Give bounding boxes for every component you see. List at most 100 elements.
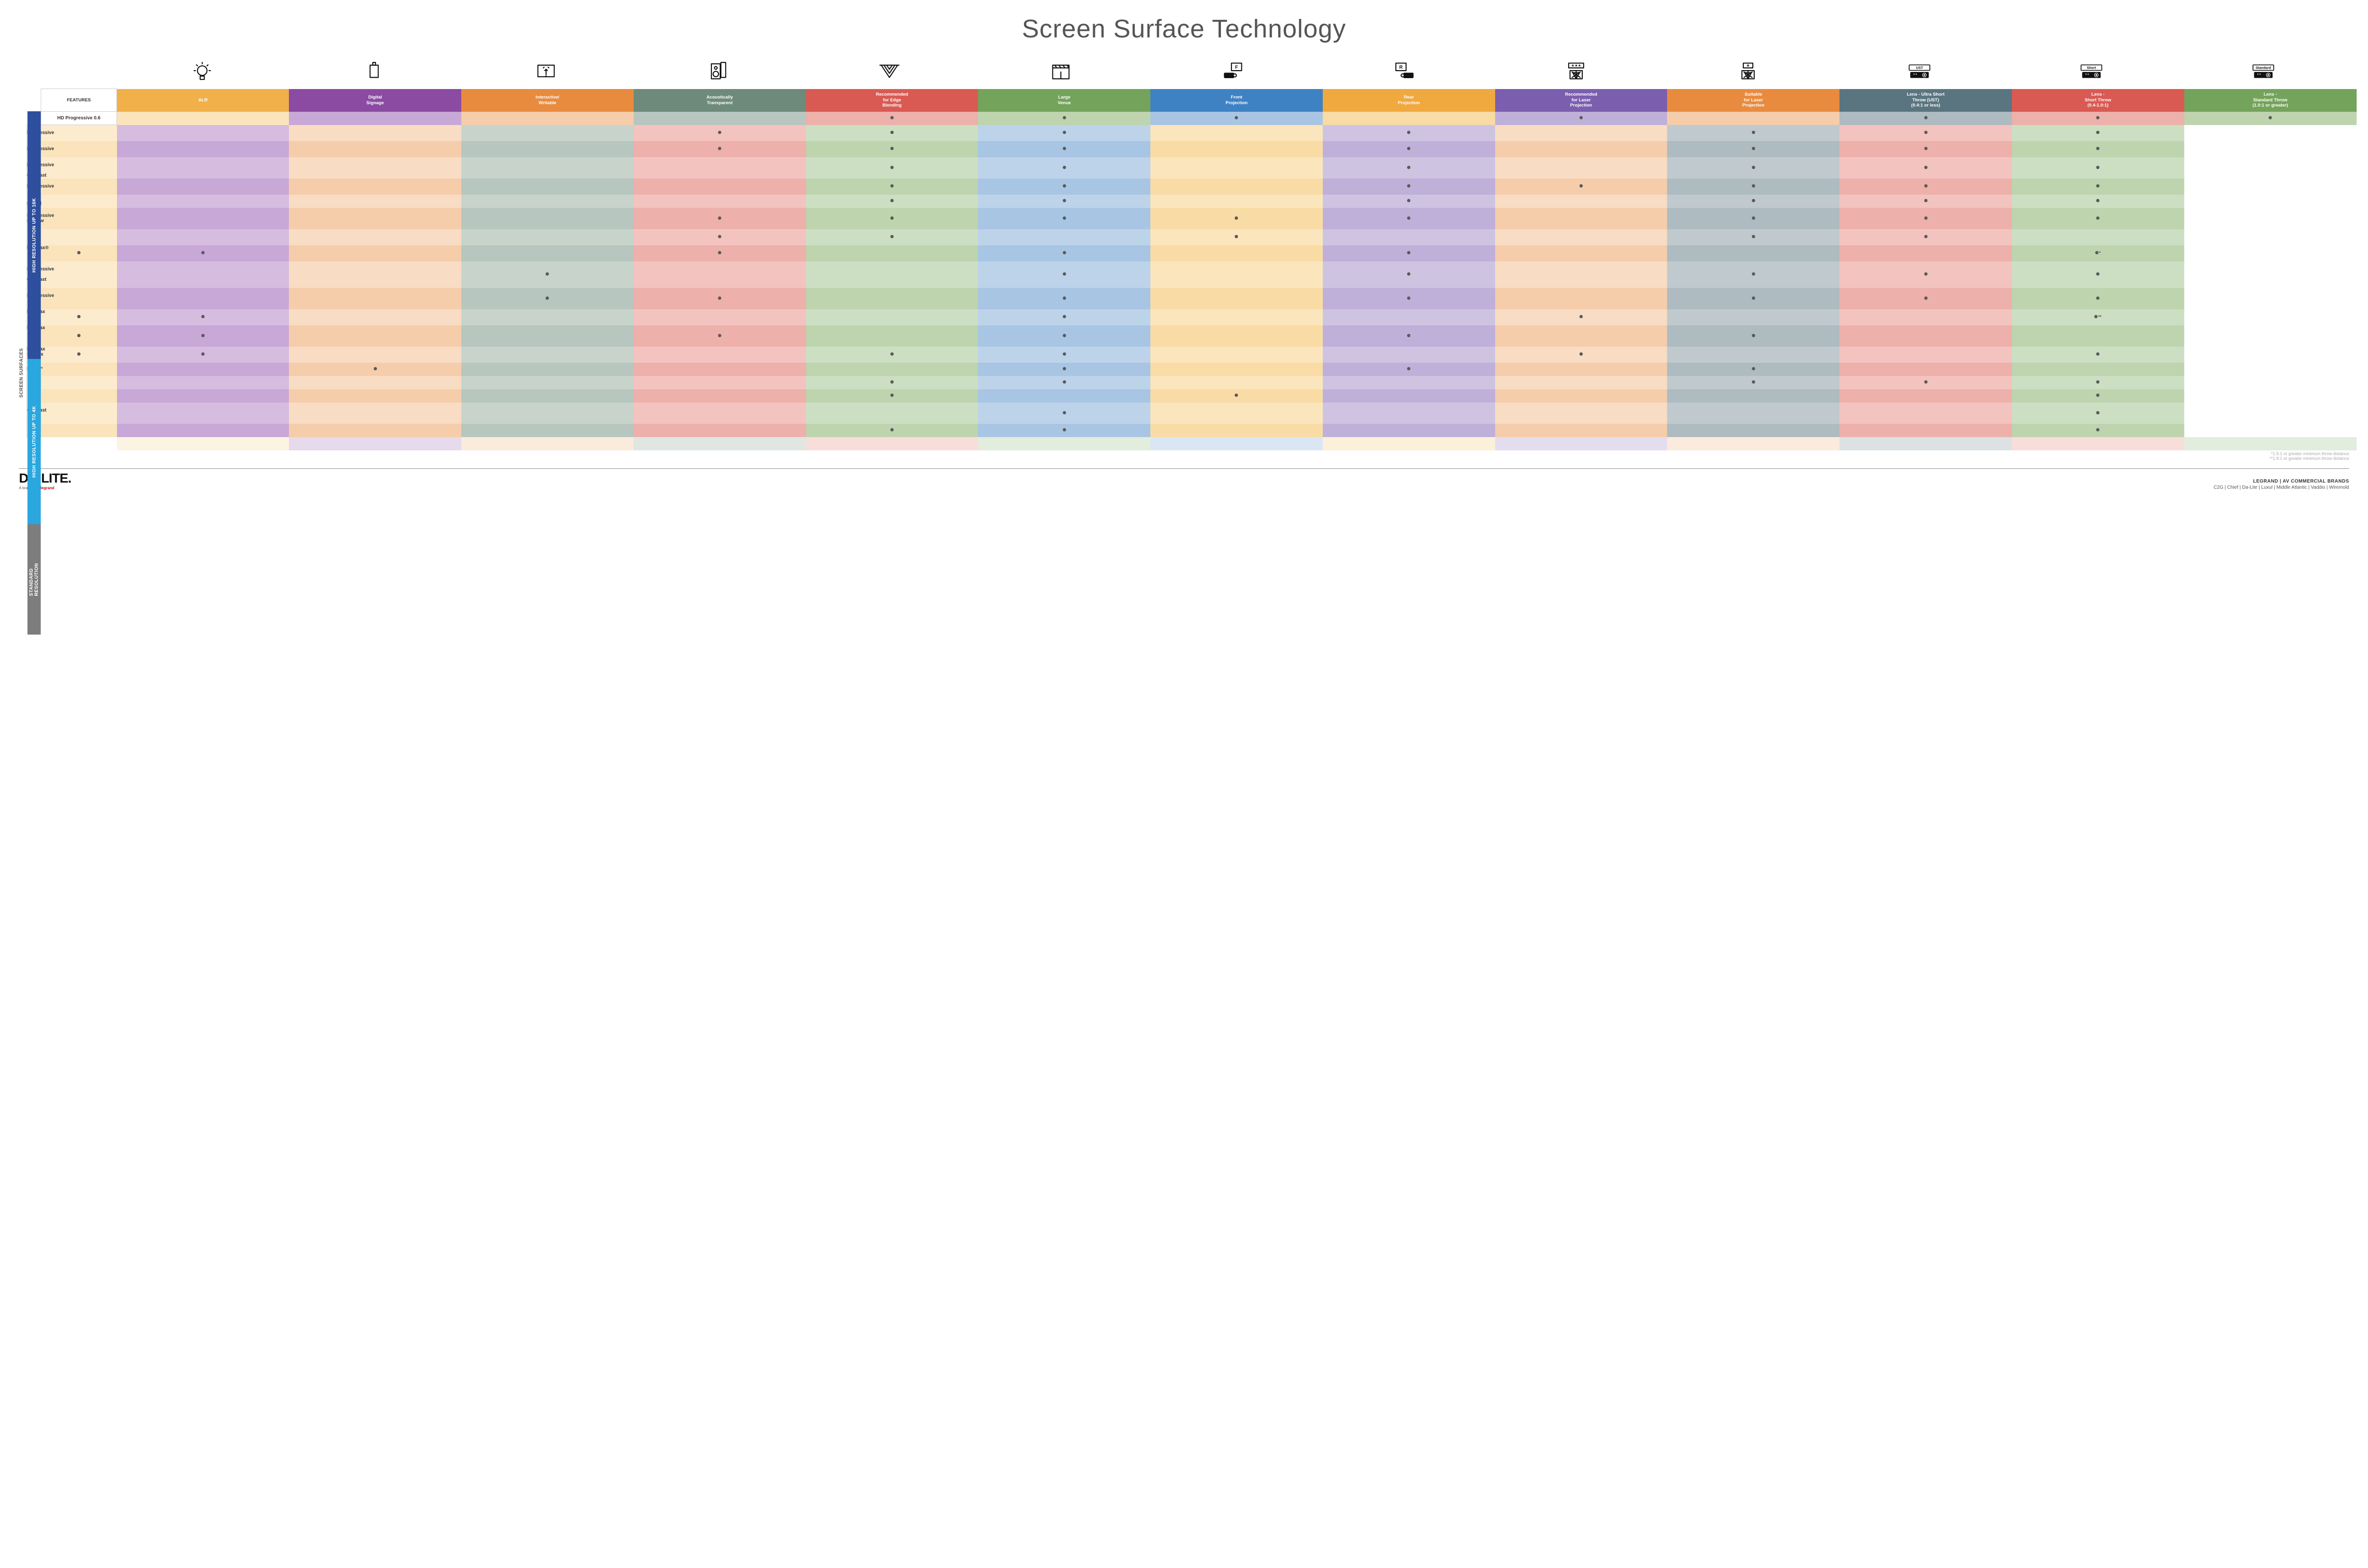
cell [1495, 208, 1668, 229]
data-row: HD Progressive ReView 0.9 [27, 208, 2357, 229]
data-row: Parallax Pure UST 0.45 [27, 325, 2357, 347]
column-icon-alr [117, 55, 288, 89]
cell [117, 179, 289, 195]
cell [117, 325, 289, 347]
cell [806, 403, 978, 424]
cell [2012, 141, 2184, 157]
footer-right: LEGRAND | AV COMMERCIAL BRANDS C2G | Chi… [2214, 479, 2349, 490]
cell [2012, 229, 2184, 245]
cell [461, 261, 634, 288]
cell [806, 288, 978, 309]
cell [806, 376, 978, 389]
column-icon-fp: F [1147, 55, 1319, 89]
cell [1495, 325, 1668, 347]
cell [1667, 309, 1839, 325]
data-row: Da-Mat® [27, 376, 2357, 389]
col-header-st: Lens -Short Throw(0.4-1.0:1) [2012, 89, 2184, 112]
cell [1150, 389, 1323, 403]
cell [634, 309, 806, 325]
column-icon-at [632, 55, 804, 89]
data-row: Parallax Stratos 1.0 [27, 347, 2357, 363]
cell [978, 363, 1150, 376]
data-row: HD Progressive 1.1 Perf [27, 288, 2357, 309]
feature-name: Parallax Stratos 1.0 [27, 347, 41, 363]
cell [289, 389, 461, 403]
cell [289, 363, 461, 376]
cell [1495, 424, 1668, 437]
cell [634, 403, 806, 424]
cell [2012, 195, 2184, 208]
cell [41, 288, 117, 309]
cell [978, 195, 1150, 208]
feature-name: HD Progressive 1.1 Perf [27, 288, 41, 309]
cell [289, 347, 461, 363]
cell [1839, 229, 2012, 245]
cell [1667, 389, 1839, 403]
cell [461, 141, 634, 157]
cell [289, 195, 461, 208]
cell [461, 347, 634, 363]
cell [634, 376, 806, 389]
cell [1323, 424, 1495, 437]
cell [806, 363, 978, 376]
cell [1667, 403, 1839, 424]
cell [461, 229, 634, 245]
cell [1323, 363, 1495, 376]
cell [117, 363, 289, 376]
data-row: High ContrastMatte White [27, 403, 2357, 424]
feature-name: HD Progressive 1.3 [27, 179, 41, 195]
cell [117, 309, 289, 325]
cell [806, 208, 978, 229]
cell [978, 403, 1150, 424]
cell [289, 112, 461, 125]
cell [41, 376, 117, 389]
cell [41, 403, 117, 424]
cell [1667, 208, 1839, 229]
cell [1150, 179, 1323, 195]
cell [117, 195, 289, 208]
col-header-slp: Suitablefor LaserProjection [1667, 89, 1839, 112]
cell [806, 125, 978, 141]
cell [1150, 245, 1323, 261]
cell [1667, 245, 1839, 261]
cell [2012, 347, 2184, 363]
cell: ** [2012, 309, 2184, 325]
cell [978, 125, 1150, 141]
column-icon-lv [975, 55, 1147, 89]
cell [289, 229, 461, 245]
cell [117, 424, 289, 437]
data-row: Da-Tex® [27, 389, 2357, 403]
cell [2012, 112, 2184, 125]
cell [978, 347, 1150, 363]
cell [978, 288, 1150, 309]
footnotes: *1.5:1 or greater minimum throw distance… [19, 451, 2349, 461]
cell [1495, 125, 1668, 141]
col-header-rp: RearProjection [1323, 89, 1495, 112]
cell [978, 141, 1150, 157]
features-header: FEATURES [41, 89, 117, 112]
cell [1323, 245, 1495, 261]
feature-name: Parallax Pure 2.3 [27, 309, 41, 325]
cell [41, 347, 117, 363]
cell [1323, 376, 1495, 389]
cell [461, 325, 634, 347]
cell [41, 389, 117, 403]
cell [1667, 125, 1839, 141]
svg-text:R: R [1399, 65, 1403, 70]
cell [289, 424, 461, 437]
cell [634, 179, 806, 195]
feature-name: HD Progressive 1.1 [27, 141, 41, 157]
cell [1667, 261, 1839, 288]
cell [1839, 363, 2012, 376]
cell [1150, 403, 1323, 424]
svg-text:Standard: Standard [2255, 66, 2271, 70]
cell [634, 157, 806, 179]
cell [1495, 157, 1668, 179]
cell [1667, 288, 1839, 309]
cell [41, 157, 117, 179]
col-header-fp: FrontProjection [1150, 89, 1323, 112]
col-header-lv: LargeVenue [978, 89, 1150, 112]
cell [1323, 309, 1495, 325]
column-icon-std: Standard [2177, 55, 2349, 89]
cell [289, 125, 461, 141]
